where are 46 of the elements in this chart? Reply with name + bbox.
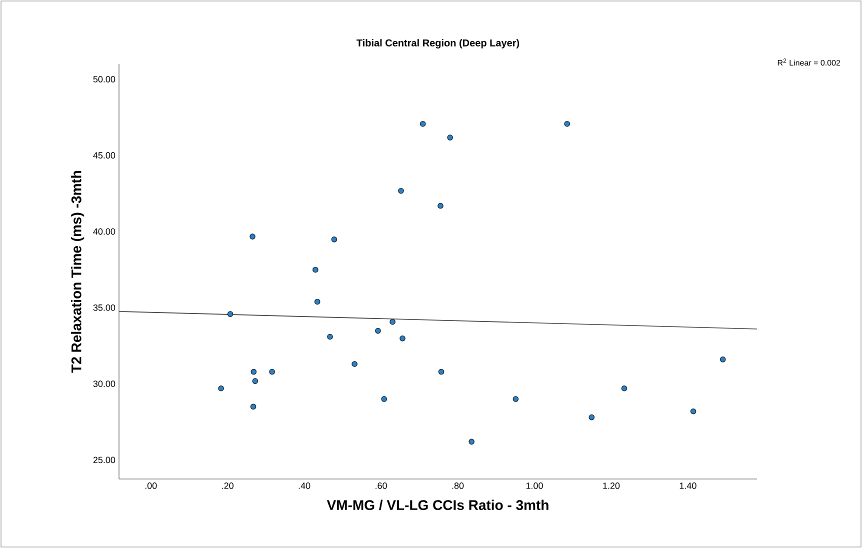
x-axis-title: VM-MG / VL-LG CCIs Ratio - 3mth <box>326 500 548 510</box>
point <box>375 328 381 334</box>
text: R$^{2}$ Linear = 0.002 <box>778 58 840 66</box>
point <box>227 311 234 317</box>
point <box>564 120 570 127</box>
point <box>690 408 696 414</box>
x-tick-label: .80 <box>452 482 464 489</box>
point <box>390 318 396 325</box>
point <box>438 202 444 209</box>
x-tick-label: 1.20 <box>603 482 620 489</box>
y-tick-label: 50.00 <box>93 76 116 82</box>
point <box>312 266 318 273</box>
point <box>512 396 519 402</box>
point <box>327 334 333 340</box>
chart-title: Tibial Central Region (Deep Layer) <box>356 39 520 48</box>
y-tick-label: 35.00 <box>93 304 116 311</box>
point <box>588 414 595 420</box>
y-tick-label: 40.00 <box>93 228 116 235</box>
y-axis-title: T2 Relaxation Time (ms) -3mth <box>71 170 84 373</box>
point <box>438 368 444 375</box>
point <box>398 188 404 194</box>
point <box>269 368 275 375</box>
point <box>252 378 258 384</box>
point <box>381 396 388 402</box>
x-tick-label: 1.40 <box>680 482 696 489</box>
point <box>250 368 257 375</box>
point <box>468 438 474 445</box>
x-tick-label: .60 <box>376 482 387 489</box>
y-tick-label: 25.00 <box>93 456 116 464</box>
point <box>447 134 453 140</box>
x-tick-label: .20 <box>222 482 234 489</box>
point <box>420 120 426 127</box>
point <box>250 404 256 410</box>
point <box>621 385 628 392</box>
x-tick-label: .40 <box>298 482 310 489</box>
point <box>218 385 224 392</box>
x-tick-label: .00 <box>145 482 157 489</box>
point <box>331 236 338 242</box>
x-tick-label: 1.00 <box>526 482 543 489</box>
point <box>720 356 726 362</box>
point <box>314 298 320 305</box>
point <box>352 361 358 367</box>
y-tick-label: 30.00 <box>93 380 116 387</box>
y-tick-label: 45.00 <box>93 152 116 159</box>
point <box>250 234 256 240</box>
point <box>400 336 406 342</box>
